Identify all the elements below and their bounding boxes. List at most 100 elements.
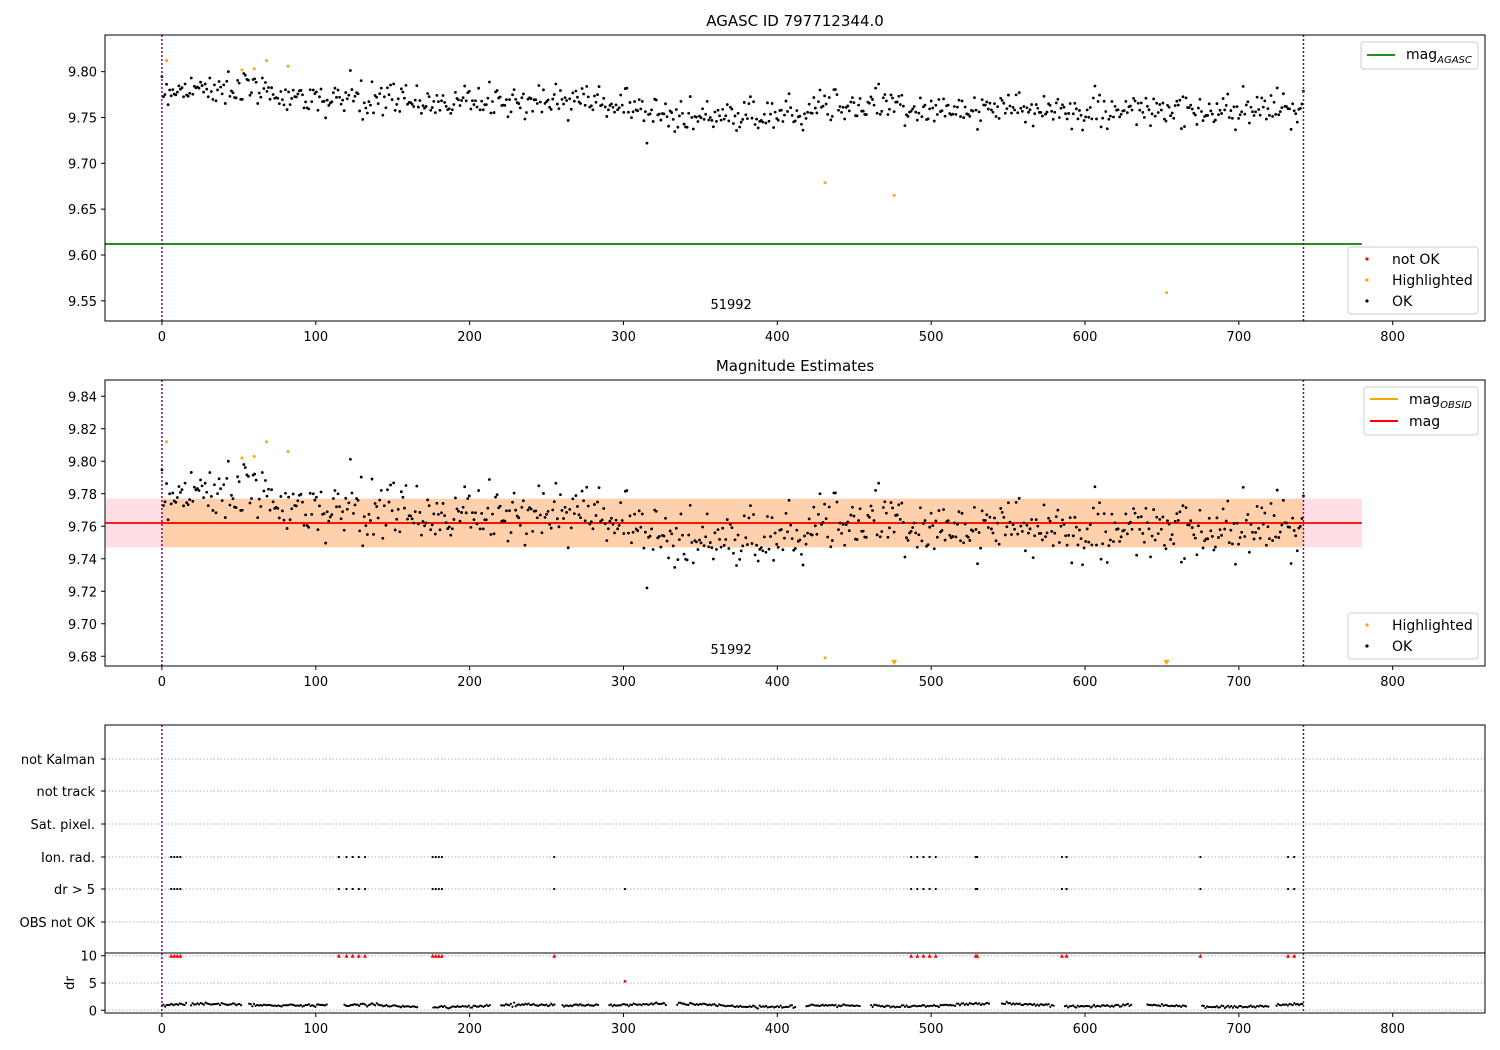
ok-point <box>966 113 970 116</box>
ok-point <box>1054 515 1058 519</box>
dr-point <box>845 1004 848 1007</box>
estimates-xtick-label: 600 <box>1073 675 1098 690</box>
ok-point <box>711 125 715 129</box>
ok-point <box>568 97 572 101</box>
ok-point <box>302 524 306 527</box>
ok-point <box>518 524 522 527</box>
flag-point <box>363 887 367 891</box>
flags-xtick-label: 100 <box>303 1022 328 1037</box>
dr-point <box>1226 1004 1230 1007</box>
ok-point <box>705 512 709 516</box>
ok-point <box>1223 527 1227 531</box>
ok-point <box>804 542 808 546</box>
ok-point <box>798 538 802 542</box>
ok-point <box>1020 109 1024 113</box>
ok-point <box>951 112 955 116</box>
ok-point <box>1261 522 1265 526</box>
ok-point <box>257 91 261 95</box>
ok-point <box>741 118 745 121</box>
dr-point <box>731 1004 734 1007</box>
ok-point <box>1124 99 1128 103</box>
ok-point <box>1024 549 1027 553</box>
dr-point <box>1047 1003 1050 1006</box>
ok-point <box>818 492 822 496</box>
dr-point <box>713 1003 716 1006</box>
ok-point <box>237 81 241 85</box>
dr-point <box>661 1002 664 1005</box>
ok-point <box>413 510 417 514</box>
ok-point <box>179 491 182 494</box>
ok-point <box>775 542 779 546</box>
dr-point <box>365 1005 369 1008</box>
ok-point <box>1095 543 1098 547</box>
ok-point <box>1197 106 1200 110</box>
ok-point <box>596 500 599 504</box>
ok-point <box>685 125 689 129</box>
dr-point <box>396 1005 399 1008</box>
dr-point <box>1088 1005 1091 1008</box>
dr-point <box>1010 1003 1013 1006</box>
ok-point <box>339 517 343 521</box>
estimates-ytick-label: 9.84 <box>68 390 97 405</box>
ok-point <box>1036 106 1040 110</box>
ok-point <box>749 504 752 508</box>
ok-point <box>525 111 528 114</box>
ok-point <box>1251 530 1254 534</box>
ok-point <box>168 492 172 496</box>
dr-point <box>941 1003 944 1007</box>
estimates-ytick-label: 9.78 <box>68 488 97 503</box>
ok-point <box>912 521 916 525</box>
ok-point <box>1054 101 1058 105</box>
ok-point <box>613 110 616 114</box>
ok-point <box>1105 127 1109 131</box>
dr-point <box>1021 1003 1025 1007</box>
ok-point <box>733 538 737 542</box>
ok-point <box>1022 521 1026 525</box>
ok-point <box>985 100 989 104</box>
ok-point <box>892 530 896 534</box>
dr-point <box>785 1005 789 1008</box>
dr-point <box>1207 1005 1210 1009</box>
ok-point <box>347 501 351 505</box>
dr-point <box>609 1003 613 1006</box>
ok-point <box>169 94 173 98</box>
ok-point <box>762 112 766 116</box>
ok-point <box>191 92 195 96</box>
dr-point <box>378 1004 382 1007</box>
ok-point <box>1258 536 1262 540</box>
ok-point <box>627 110 630 114</box>
ok-point <box>406 102 409 106</box>
ok-point <box>705 99 709 103</box>
ok-point <box>1118 115 1122 119</box>
ok-point <box>163 93 167 96</box>
ok-point <box>1221 97 1225 100</box>
dr-point <box>680 1002 684 1005</box>
ok-point <box>625 86 629 90</box>
ok-point <box>993 516 996 520</box>
ok-point <box>242 463 246 466</box>
ok-point <box>616 108 620 112</box>
ok-point <box>1229 528 1233 532</box>
ok-point <box>310 100 314 104</box>
ok-point <box>940 109 944 113</box>
ok-point <box>276 96 280 100</box>
dr-point <box>399 1006 403 1009</box>
ok-point <box>1209 109 1213 113</box>
dr-point <box>1277 1002 1280 1006</box>
ok-point <box>219 487 223 491</box>
ok-point <box>682 122 686 126</box>
ok-point <box>477 86 480 90</box>
dr-point <box>312 1004 315 1007</box>
ok-point <box>529 507 533 511</box>
ok-point <box>784 512 788 515</box>
ok-point <box>840 110 843 114</box>
ok-point <box>467 89 471 93</box>
dr-point <box>588 1004 592 1007</box>
ok-point <box>857 519 860 522</box>
ok-point <box>549 107 553 111</box>
ok-point <box>345 507 349 511</box>
ok-point <box>857 103 860 107</box>
ok-point <box>282 518 286 522</box>
ok-point <box>983 519 987 522</box>
ok-point <box>630 541 633 545</box>
